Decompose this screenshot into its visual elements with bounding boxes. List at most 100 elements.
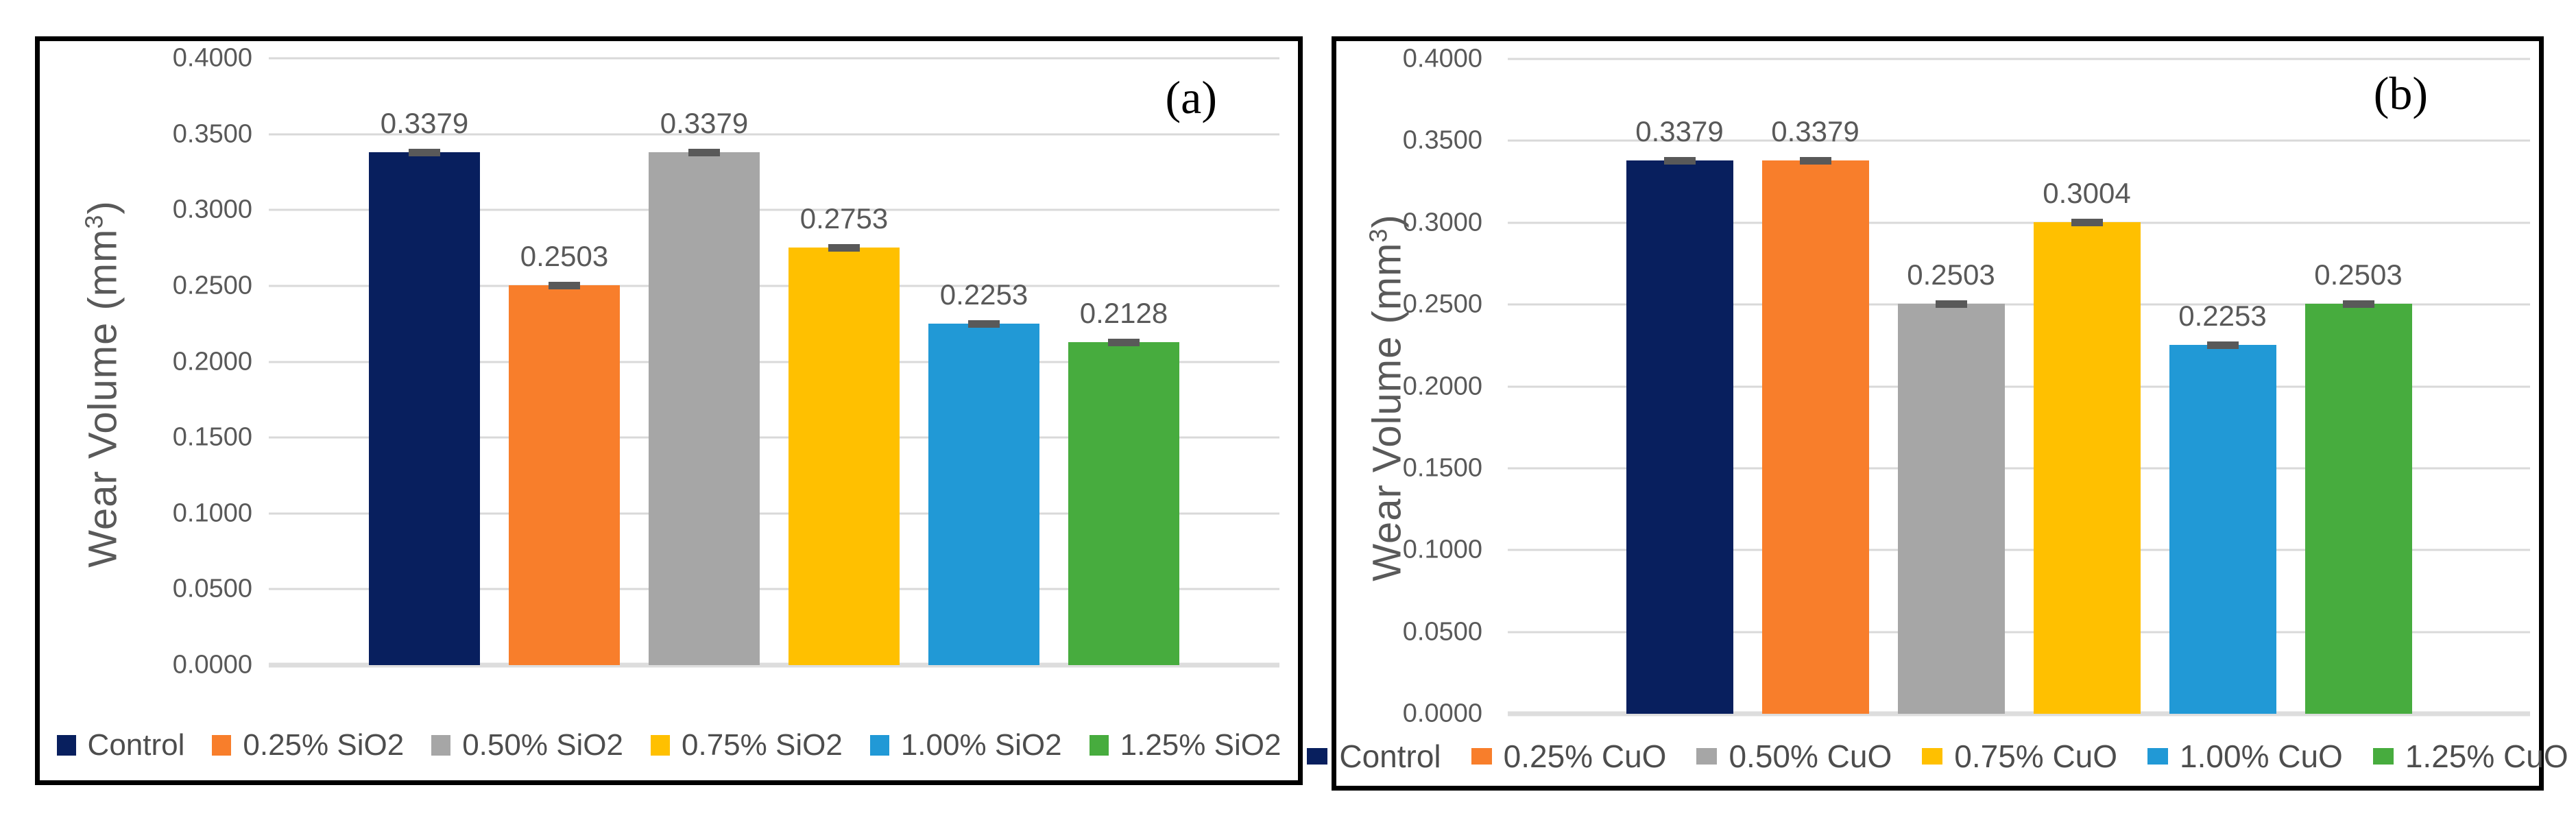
legend-item: 0.50% CuO xyxy=(1696,738,1892,775)
gridline xyxy=(1508,58,2530,60)
legend-swatch xyxy=(56,735,76,756)
legend-item: Control xyxy=(1307,738,1441,775)
gridline xyxy=(1508,711,2530,717)
error-bar-cap xyxy=(688,149,720,157)
gridline xyxy=(269,133,1279,136)
bar-value-label: 0.2753 xyxy=(799,202,889,234)
gridline xyxy=(269,512,1279,515)
bar-1-00-cuo: 0.2253 xyxy=(2169,300,2276,714)
y-tick-label: 0.1000 xyxy=(172,498,252,528)
legend-item: 1.00% SiO2 xyxy=(869,728,1062,762)
gridline xyxy=(1508,385,2530,387)
legend-label: 1.00% CuO xyxy=(2180,738,2343,774)
bar-0-25-cuo: 0.3379 xyxy=(1761,115,1869,714)
bar-value-label: 0.2128 xyxy=(1079,297,1168,330)
legend-label: 1.00% SiO2 xyxy=(900,728,1062,762)
bar-0-75-sio2: 0.2753 xyxy=(789,202,900,665)
bar-value-label: 0.3379 xyxy=(380,107,469,140)
y-axis-title-suffix: ) xyxy=(80,200,125,215)
legend-item: Control xyxy=(56,728,184,762)
error-bar-cap xyxy=(2342,300,2374,309)
error-bar-cap xyxy=(2071,218,2103,226)
legend-swatch xyxy=(1307,748,1328,765)
chart-panel-a: (a) Wear Volume (mm3) 0.4000 0.3500 0.3000… xyxy=(35,36,1303,785)
legend-item: 0.25% SiO2 xyxy=(212,728,404,762)
error-bar-cap xyxy=(2206,341,2239,350)
y-tick-label: 0.0500 xyxy=(1402,617,1482,647)
y-tick-label: 0.2500 xyxy=(172,271,252,300)
y-tick-label: 0.0000 xyxy=(172,650,252,679)
bar-value-label: 0.2503 xyxy=(520,240,609,273)
y-tick-label: 0.3000 xyxy=(172,195,252,224)
y-tick-label: 0.1000 xyxy=(1402,535,1482,564)
error-bar-cap xyxy=(409,149,440,157)
bar-value-label: 0.3004 xyxy=(2043,176,2131,209)
legend-swatch xyxy=(2372,748,2394,765)
legend-label: 0.50% CuO xyxy=(1729,738,1892,774)
y-tick-label: 0.4000 xyxy=(172,43,252,73)
gridline xyxy=(269,208,1279,211)
gridline xyxy=(269,662,1279,668)
bar-value-label: 0.2253 xyxy=(939,278,1028,311)
legend-item: 1.25% SiO2 xyxy=(1089,728,1281,762)
legend-item: 0.50% SiO2 xyxy=(431,728,623,762)
legend-item: 0.75% SiO2 xyxy=(651,728,843,762)
gridline xyxy=(1508,139,2530,142)
y-axis-title-text: Wear Volume (mm xyxy=(80,228,125,568)
plot-area-b: 0.4000 0.3500 0.3000 0.2500 0.2000 0.1500 0.10… xyxy=(1403,45,2530,728)
legend-label: 0.50% SiO2 xyxy=(462,728,624,762)
bar-1-00-sio2: 0.2253 xyxy=(928,278,1039,665)
error-bar-cap xyxy=(1935,300,1967,309)
bar-value-label: 0.3379 xyxy=(1635,115,1724,148)
bar-value-label: 0.3379 xyxy=(1771,115,1859,148)
bar-value-label: 0.3379 xyxy=(660,107,749,140)
error-bar-cap xyxy=(1663,157,1696,165)
legend-label: 0.25% CuO xyxy=(1503,738,1667,774)
legend-item: 0.75% CuO xyxy=(1922,738,2117,775)
legend-swatch xyxy=(431,735,451,756)
legend-swatch xyxy=(212,735,232,756)
legend-a: Control 0.25% SiO2 0.50% SiO2 0.75% SiO2 1.0… xyxy=(45,728,1293,762)
legend-swatch xyxy=(1089,735,1109,756)
legend-label: 0.75% SiO2 xyxy=(682,728,843,762)
legend-swatch xyxy=(1922,748,1943,765)
panel-label-b: (b) xyxy=(2373,67,2428,119)
bar-group: 0.3379 0.2503 0.3379 0.2753 0.2253 0.2128 xyxy=(269,58,1279,665)
bar-control: 0.3379 xyxy=(1626,115,1733,714)
gridline xyxy=(269,57,1279,60)
y-tick-label: 0.3500 xyxy=(172,119,252,149)
legend-label: 0.75% CuO xyxy=(1954,738,2118,774)
gridline xyxy=(1508,303,2530,306)
y-tick-label: 0.2500 xyxy=(1402,289,1482,319)
bar-group: 0.3379 0.3379 0.2503 0.3004 0.2253 0.2503 xyxy=(1508,59,2530,714)
y-axis-title-superscript: 3 xyxy=(80,214,108,229)
y-tick-label: 0.2000 xyxy=(1402,372,1482,400)
bar-1-25-cuo: 0.2503 xyxy=(2304,258,2412,714)
gridline xyxy=(269,361,1279,363)
gridline xyxy=(269,436,1279,439)
error-bar-cap xyxy=(828,243,860,252)
legend-label: 1.25% SiO2 xyxy=(1120,728,1281,762)
legend-item: 1.25% CuO xyxy=(2372,738,2568,775)
y-tick-label: 0.0000 xyxy=(1402,699,1482,728)
error-bar-cap xyxy=(1108,339,1140,347)
gridline xyxy=(269,588,1279,590)
bar-0-50-sio2: 0.3379 xyxy=(649,107,760,665)
y-tick-label: 0.1500 xyxy=(172,422,252,452)
legend-swatch xyxy=(651,735,671,756)
gridline xyxy=(1508,221,2530,224)
panel-label-a: (a) xyxy=(1165,71,1217,123)
bar-value-label: 0.2503 xyxy=(1907,258,1995,291)
legend-label: 0.25% SiO2 xyxy=(243,728,405,762)
gridline xyxy=(1508,631,2530,634)
y-axis-title-superscript: 3 xyxy=(1364,228,1393,243)
legend-swatch xyxy=(1696,748,1718,765)
legend-item: 0.25% CuO xyxy=(1471,738,1667,775)
bar-0-75-cuo: 0.3004 xyxy=(2033,177,2141,714)
bar-control: 0.3379 xyxy=(369,107,480,665)
error-bar-cap xyxy=(549,282,580,290)
bar-1-25-sio2: 0.2128 xyxy=(1068,297,1179,665)
legend-label: Control xyxy=(1339,738,1441,774)
bar-value-label: 0.2503 xyxy=(2314,258,2403,291)
legend-b: Control 0.25% CuO 0.50% CuO 0.75% CuO 1.00% … xyxy=(1307,738,2568,775)
